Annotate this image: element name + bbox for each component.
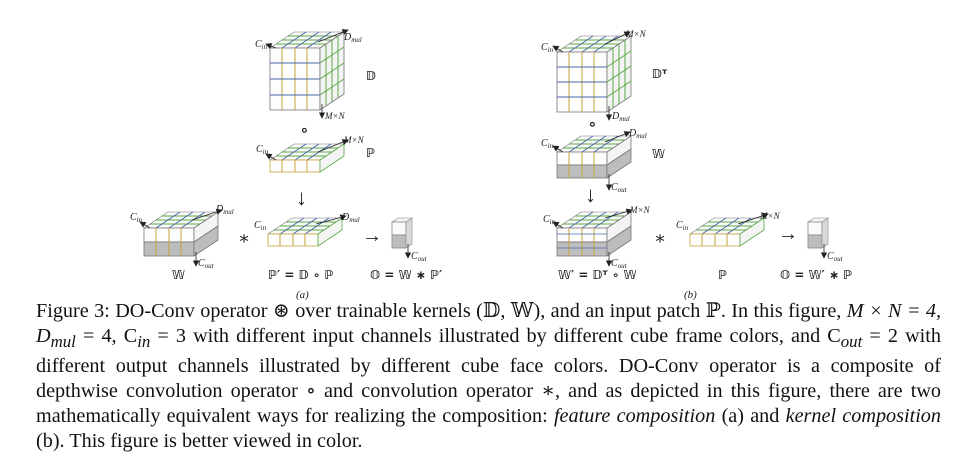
arrow-down-b: ↓ [585, 182, 596, 207]
label-cin-Pprime: Cin [254, 220, 267, 232]
caption-sub-out: out [840, 332, 863, 352]
kernel-W-prime-cube [552, 208, 633, 267]
label-mxn-D: M×N [324, 111, 346, 121]
equation-O-b: 𝕆 = 𝕎′ ∗ ℙ [780, 268, 852, 282]
kernel-D-cube [265, 29, 349, 119]
caption-math-mn: M × N = 4, D [36, 300, 942, 347]
patch-P-cube [265, 139, 349, 173]
arrow-right-b: → [778, 223, 798, 245]
feature-P-prime-cube [267, 214, 347, 247]
compose-operator-b: ∘ [588, 114, 597, 134]
sublabel-a: (a) [296, 289, 309, 300]
label-cout-W: Cout [198, 258, 215, 270]
label-cin-D: Cin [255, 39, 268, 51]
equation-P-prime: ℙ′ = 𝔻 ∘ ℙ [268, 268, 333, 282]
equation-W-prime: 𝕎′ = 𝔻ᵀ ∘ 𝕎 [558, 268, 637, 282]
kernel-DT-cube [552, 31, 632, 121]
kernel-W-cube [139, 208, 223, 267]
output-O-cube [391, 217, 413, 259]
output-O-cube-b [807, 217, 829, 259]
caption-sentence-4: = 3 with different input channels illust… [150, 325, 723, 347]
label-cin-W: Cin [130, 212, 143, 224]
label-cout-O: Cout [411, 251, 428, 263]
label-cout-Wb: Cout [611, 182, 628, 194]
label-cin-Wprime: Cin [543, 214, 556, 226]
label-mxn-Pb: M×N [759, 211, 781, 221]
caption-sentence-1: Figure 3: DO-Conv operator ⊛ over traina… [36, 300, 842, 322]
caption-sub-mul: mul [50, 332, 76, 352]
arrow-right-a: → [362, 225, 382, 247]
label-cin-Wb: Cin [541, 138, 554, 150]
sublabel-b: (b) [684, 289, 697, 300]
tensor-DT-label: 𝔻ᵀ [652, 67, 668, 81]
label-dmul-Wb: Dmul [628, 128, 647, 140]
panel-a: Cin Dmul M×N 𝔻 ∘ Cin M×N ℙ ↓ [130, 29, 442, 300]
label-cout-Ob: Cout [827, 251, 844, 263]
caption-sentence-5: colors, and C [729, 325, 841, 347]
figure-3-diagram: Cin Dmul M×N 𝔻 ∘ Cin M×N ℙ ↓ [130, 29, 852, 300]
caption-feature-composition: feature composition [553, 405, 716, 428]
conv-operator-a: ∗ [238, 228, 250, 248]
caption-sentence-7: (a) and [715, 405, 786, 428]
kernel-W-cube-b [552, 131, 632, 191]
label-dmul-DT: Dmul [611, 111, 630, 123]
tensor-W-label-b: 𝕎 [652, 147, 665, 161]
label-mxn-Wprime: M×N [629, 205, 651, 215]
label-dmul-Pprime: Dmul [341, 212, 360, 224]
caption-paragraph: Figure 3: DO-Conv operator ⊛ over traina… [36, 299, 941, 454]
caption-math-cin: = 4, C [75, 325, 138, 347]
caption-sentence-6: = 2 with different output channels illus… [36, 325, 941, 428]
label-cin-P: Cin [256, 144, 269, 156]
patch-P-cube-b [689, 212, 769, 247]
equation-O-a: 𝕆 = 𝕎 ∗ ℙ′ [370, 268, 442, 282]
figure-caption: Figure 3: DO-Conv operator ⊛ over traina… [36, 299, 941, 454]
arrow-down-a: ↓ [296, 185, 307, 210]
label-cin-Pb: Cin [676, 220, 689, 232]
caption-kernel-composition: kernel composition [785, 405, 941, 428]
label-mxn-P: M×N [343, 135, 365, 145]
caption-sentence-8: (b). This figure is better viewed in col… [36, 430, 363, 453]
label-cin-DT: Cin [541, 42, 554, 54]
tensor-W-label: 𝕎 [172, 268, 185, 282]
equation-P-b: ℙ [718, 268, 727, 282]
label-dmul-W: Dmul [215, 204, 234, 216]
compose-operator-a: ∘ [300, 120, 309, 140]
label-dmul-D: Dmul [343, 32, 362, 44]
label-mxn-DT: M×N [625, 29, 647, 39]
tensor-P-label: ℙ [366, 146, 375, 160]
caption-sub-in: in [137, 332, 151, 352]
conv-operator-b: ∗ [654, 228, 666, 248]
tensor-D-label: 𝔻 [366, 69, 376, 83]
panel-b: Cin M×N Dmul 𝔻ᵀ ∘ Cin Dmul Cout 𝕎 ↓ [541, 29, 852, 300]
